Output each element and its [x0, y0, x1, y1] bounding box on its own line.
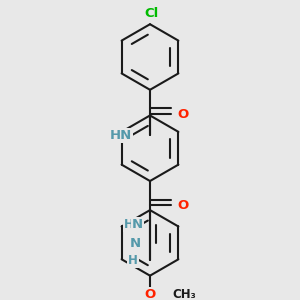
Text: H: H	[124, 218, 134, 231]
Text: O: O	[178, 107, 189, 121]
Text: N: N	[130, 237, 141, 250]
Text: O: O	[144, 288, 156, 300]
Text: Cl: Cl	[144, 7, 159, 20]
Text: H: H	[128, 254, 138, 267]
Text: O: O	[178, 199, 189, 212]
Text: CH₃: CH₃	[173, 288, 196, 300]
Text: HN: HN	[110, 129, 132, 142]
Text: N: N	[132, 218, 143, 231]
